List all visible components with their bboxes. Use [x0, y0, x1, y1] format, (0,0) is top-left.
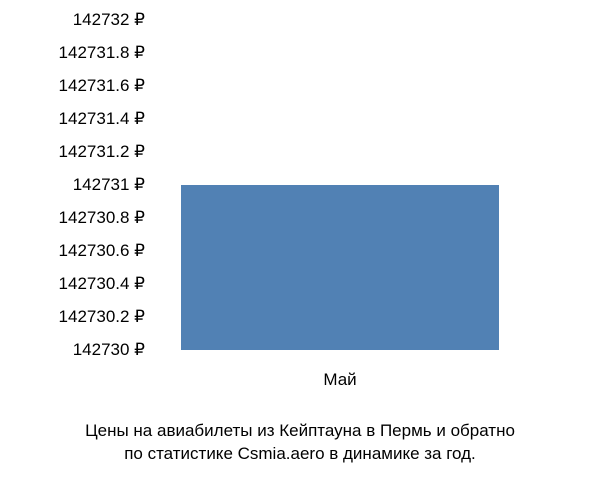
y-tick-label: 142732 ₽	[73, 10, 145, 30]
y-tick-label: 142731.8 ₽	[59, 43, 145, 63]
x-tick-label: Май	[323, 370, 356, 390]
y-tick-label: 142730.2 ₽	[59, 307, 145, 327]
y-tick-label: 142731.6 ₽	[59, 76, 145, 96]
y-tick-label: 142731 ₽	[73, 175, 145, 195]
plot-area	[155, 20, 525, 350]
y-tick-label: 142730 ₽	[73, 340, 145, 360]
bar	[181, 185, 499, 350]
y-tick-label: 142730.6 ₽	[59, 241, 145, 261]
chart-caption: Цены на авиабилеты из Кейптауна в Пермь …	[0, 420, 600, 466]
price-chart: 142732 ₽142731.8 ₽142731.6 ₽142731.4 ₽14…	[0, 20, 600, 400]
y-tick-label: 142731.2 ₽	[59, 142, 145, 162]
y-tick-label: 142730.8 ₽	[59, 208, 145, 228]
y-tick-label: 142730.4 ₽	[59, 274, 145, 294]
caption-line-1: Цены на авиабилеты из Кейптауна в Пермь …	[85, 421, 515, 440]
y-tick-label: 142731.4 ₽	[59, 109, 145, 129]
y-axis: 142732 ₽142731.8 ₽142731.6 ₽142731.4 ₽14…	[0, 20, 150, 350]
caption-line-2: по статистике Csmia.aero в динамике за г…	[124, 444, 476, 463]
